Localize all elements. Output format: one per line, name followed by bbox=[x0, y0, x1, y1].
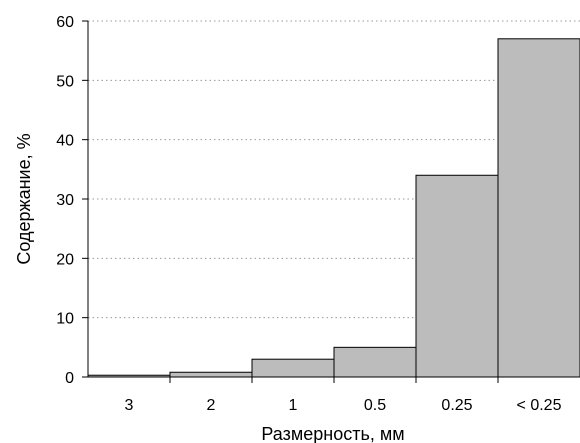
axes bbox=[82, 20, 580, 383]
bar-5 bbox=[497, 38, 580, 378]
bar-4 bbox=[415, 174, 499, 378]
x-tick-label-0: 3 bbox=[125, 397, 134, 414]
x-tick-label-1: 2 bbox=[207, 397, 216, 414]
y-tick-label-6: 60 bbox=[56, 14, 74, 31]
x-tick-label-4: 0.25 bbox=[441, 397, 472, 414]
bar-3 bbox=[333, 346, 417, 378]
x-tick-label-5: < 0.25 bbox=[517, 397, 562, 414]
bar-2 bbox=[251, 358, 335, 378]
bars bbox=[87, 38, 580, 378]
bar-1 bbox=[169, 371, 253, 378]
y-tick-labels: 0 10 20 30 40 50 60 bbox=[56, 14, 74, 387]
y-tick-label-4: 40 bbox=[56, 133, 74, 150]
y-tick-label-1: 10 bbox=[56, 311, 74, 328]
y-tick-label-3: 30 bbox=[56, 192, 74, 209]
y-tick-label-0: 0 bbox=[65, 370, 74, 387]
x-axis-title: Размерность, мм bbox=[261, 424, 404, 443]
x-tick-label-3: 0.5 bbox=[364, 397, 386, 414]
x-tick-labels: 3 2 1 0.5 0.25 < 0.25 bbox=[125, 397, 562, 414]
y-axis-title: Содержание, % bbox=[14, 133, 34, 264]
y-tick-label-2: 20 bbox=[56, 251, 74, 268]
x-tick-label-2: 1 bbox=[289, 397, 298, 414]
y-tick-label-5: 50 bbox=[56, 73, 74, 90]
